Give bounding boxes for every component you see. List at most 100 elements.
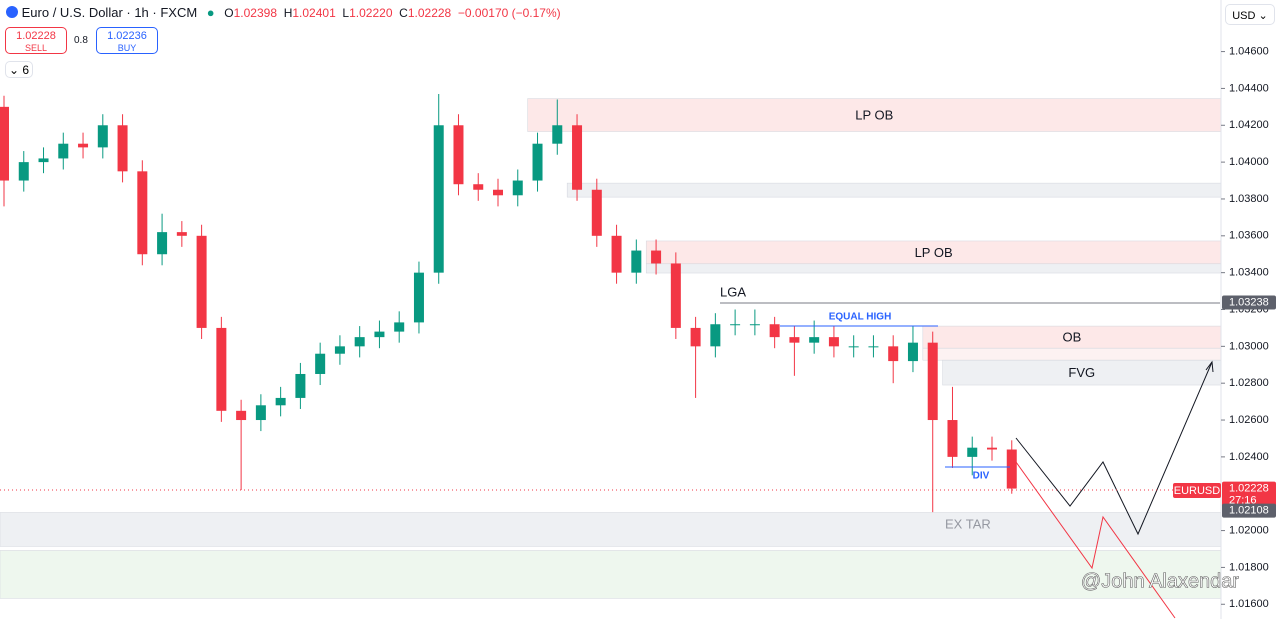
zone-label: LP OB	[855, 107, 893, 122]
candle-body	[552, 125, 563, 144]
y-tick-label: 1.03000	[1229, 340, 1269, 352]
div-label: DIV	[973, 471, 990, 482]
candle-body	[927, 342, 938, 421]
candle-body	[334, 346, 345, 354]
zone-label: LP OB	[915, 245, 953, 260]
currency-select[interactable]: USD ⌄	[1225, 4, 1275, 25]
y-tick-label: 1.01600	[1229, 598, 1269, 610]
y-tick-label: 1.03400	[1229, 267, 1269, 279]
candle-body	[354, 337, 365, 347]
candle-body	[769, 324, 780, 338]
candle-body	[433, 125, 444, 273]
price-marker	[1222, 481, 1276, 509]
candle-body	[394, 322, 405, 332]
zone	[527, 98, 1222, 132]
candle-body	[749, 324, 760, 326]
buy-button[interactable]: 1.02236 BUY	[96, 27, 158, 54]
sell-price: 1.02228	[16, 30, 56, 42]
buy-price: 1.02236	[107, 30, 147, 42]
candle-body	[532, 143, 543, 181]
candle-body	[38, 158, 49, 163]
price-marker-label: 1.02108	[1229, 505, 1269, 517]
y-tick-label: 1.04200	[1229, 119, 1269, 131]
candle-body	[137, 171, 148, 255]
sell-button[interactable]: 1.02228 SELL	[5, 27, 67, 54]
candle-body	[157, 232, 168, 255]
o-label: O	[224, 6, 234, 20]
candle-body	[809, 337, 820, 343]
candle-body	[848, 346, 859, 348]
currency: USD	[1232, 10, 1256, 22]
y-tick-label: 1.04400	[1229, 82, 1269, 94]
candle-body	[690, 327, 701, 347]
y-tick-label: 1.01800	[1229, 561, 1269, 573]
countdown: 27:16	[1229, 494, 1257, 506]
candle-body	[631, 250, 642, 273]
buy-label: BUY	[117, 43, 137, 53]
ticker-label: EURUSD	[1174, 485, 1221, 497]
candle-body	[0, 106, 9, 181]
y-tick-label: 1.02600	[1229, 414, 1269, 426]
ohlc: O1.02398 H1.02401 L1.02220 C1.02228 −0.0…	[224, 6, 560, 20]
y-tick-label: 1.02000	[1229, 524, 1269, 536]
candle-body	[78, 143, 89, 148]
l-value: 1.02220	[349, 6, 393, 20]
candle-body	[1006, 449, 1017, 489]
candle-body	[512, 180, 523, 196]
h-label: H	[283, 6, 293, 20]
candle-body	[710, 324, 721, 347]
y-tick-label: 1.04000	[1229, 156, 1269, 168]
candle-body	[97, 125, 108, 148]
watermark: @John Alaxendar	[1081, 570, 1240, 592]
candle-body	[947, 420, 958, 457]
change: −0.00170 (−0.17%)	[457, 6, 561, 20]
candle-body	[907, 342, 918, 362]
symbol[interactable]: Euro / U.S. Dollar · 1h · FXCM	[21, 5, 198, 20]
candle-body	[315, 353, 326, 374]
y-tick-label: 1.03800	[1229, 193, 1269, 205]
indicators-count: 6	[22, 63, 30, 77]
symbol-icon	[6, 6, 18, 18]
candle-body	[868, 346, 879, 348]
ticker-badge	[1173, 483, 1221, 498]
zone-label: FVG	[1068, 365, 1095, 380]
bear-projection-path	[1015, 461, 1176, 619]
candle-body	[275, 397, 286, 406]
candle-body	[591, 189, 602, 236]
spread: 0.8	[74, 35, 88, 46]
zone	[566, 182, 1222, 198]
price-marker-label: 1.02228	[1229, 482, 1269, 494]
candle-body	[670, 263, 681, 328]
candle-body	[196, 235, 207, 328]
candle-body	[236, 410, 247, 421]
candle-body	[117, 125, 128, 172]
price-marker	[1222, 295, 1276, 310]
candle-body	[18, 162, 29, 181]
candle-body	[255, 405, 266, 421]
equal-high-label: EQUAL HIGH	[829, 312, 892, 323]
sell-label: SELL	[24, 43, 48, 53]
y-tick-label: 1.03600	[1229, 230, 1269, 242]
indicators-toggle[interactable]: ⌄ 6	[5, 61, 33, 78]
zone	[922, 347, 1222, 361]
candle-body	[572, 125, 583, 190]
price-marker	[1222, 503, 1276, 518]
projection-path	[1015, 361, 1213, 536]
c-value: 1.02228	[407, 6, 452, 20]
candle-body	[651, 250, 662, 264]
l-label: L	[342, 6, 350, 20]
candle-body	[987, 447, 997, 450]
y-tick-label: 1.02400	[1229, 451, 1269, 463]
price-marker-label: 1.03238	[1229, 296, 1269, 308]
c-label: C	[399, 6, 408, 20]
candle-body	[967, 447, 978, 457]
candle-body	[176, 232, 187, 236]
candle-body	[413, 272, 424, 323]
candle-body	[58, 143, 69, 159]
candle-body	[216, 327, 227, 411]
candle-body	[730, 324, 741, 326]
candle-body	[828, 337, 839, 347]
zone	[0, 512, 1222, 547]
o-value: 1.02398	[233, 6, 278, 20]
arrow-head	[1205, 360, 1214, 373]
